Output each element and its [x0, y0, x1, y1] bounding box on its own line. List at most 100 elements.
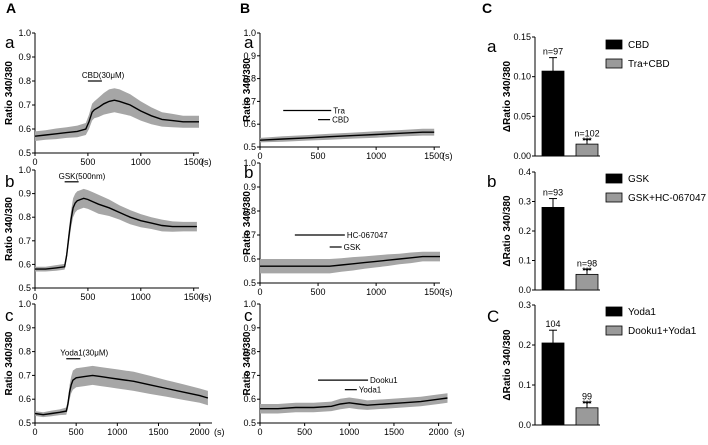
y-tick-label: 0.1	[518, 256, 531, 266]
y-tick-label: 0.7	[18, 100, 31, 110]
chart-cb: b ΔRatio 340/380 0.0 0.1 0.2 0.3 0.4 n=93 n=98**…	[487, 167, 707, 295]
y-tick-label: 0.6	[18, 394, 31, 404]
y-tick-label: 0.8	[18, 212, 31, 222]
x-tick-label: 1500	[184, 292, 204, 302]
legend-swatch	[605, 58, 623, 69]
mean-trace	[260, 255, 440, 267]
y-tick-label: 0.9	[243, 182, 256, 192]
mean-trace	[35, 197, 197, 270]
legend-label: GSK	[628, 174, 649, 185]
y-tick-label: 0.0	[518, 420, 531, 430]
y-tick-label: 0.10	[513, 72, 531, 82]
x-tick-label: 2000	[429, 427, 449, 437]
stimulus-label: CBD	[332, 116, 349, 125]
y-tick-label: 0.1	[518, 380, 531, 390]
legend-swatch	[605, 192, 623, 203]
x-tick-label: 0	[257, 287, 262, 297]
bar-1	[541, 342, 565, 426]
mean-trace	[34, 374, 209, 416]
y-tick-label: 0.5	[18, 418, 31, 428]
stimulus-label: Yoda1	[359, 386, 382, 395]
x-tick-label: 2000	[190, 427, 210, 437]
y-axis-label: Ratio 340/380	[4, 331, 15, 395]
stimulus-label: Yoda1(30μM)	[60, 349, 108, 358]
stimulus-label: HC-067047	[347, 231, 388, 240]
x-tick-label: 1000	[366, 287, 386, 297]
y-tick-label: 0.6	[243, 254, 256, 264]
chart-aa: a Ratio 340/380 0.5 0.6 0.7 0.8 0.9 1.0 0 500 1000…	[4, 28, 212, 167]
bar-2	[575, 143, 599, 157]
x-axis-unit: (s)	[442, 151, 453, 161]
chart-ba: a Ratio 340/380 0.5 0.6 0.7 0.8 0.9 1.0 0 500 1000…	[242, 28, 453, 161]
sd-band	[260, 251, 440, 274]
subpanel-label: a	[487, 37, 497, 56]
x-tick-label: 0	[32, 427, 37, 437]
y-tick-label: 0.7	[18, 236, 31, 246]
stimulus-label: GSK(500nm)	[59, 172, 106, 181]
y-tick-label: 1.0	[18, 28, 31, 38]
x-axis-unit: (s)	[201, 157, 212, 167]
x-tick-label: 0	[257, 151, 262, 161]
x-axis-unit: (s)	[214, 427, 225, 437]
y-tick-label: 0.2	[518, 226, 531, 236]
legend-swatch	[605, 325, 623, 336]
y-axis-label: Ratio 340/380	[242, 191, 253, 255]
stimulus-label: Tra	[333, 107, 345, 116]
n-label: 104	[545, 319, 560, 329]
y-tick-label: 0.8	[243, 74, 256, 84]
y-tick-label: 1.0	[18, 165, 31, 175]
y-tick-label: 0.8	[18, 76, 31, 86]
x-tick-label: 500	[80, 157, 95, 167]
x-tick-label: 1500	[424, 151, 444, 161]
x-tick-label: 0	[257, 427, 262, 437]
y-tick-label: 0.15	[513, 32, 531, 42]
sd-band	[35, 188, 197, 272]
y-tick-label: 0.00	[513, 151, 531, 161]
x-tick-label: 500	[69, 427, 84, 437]
y-tick-label: 0.05	[513, 111, 531, 121]
x-tick-label: 1500	[424, 287, 444, 297]
significance-label: ***	[582, 266, 592, 275]
x-tick-label: 1000	[107, 427, 127, 437]
y-axis-label: Ratio 340/380	[242, 331, 253, 395]
subpanel-label: b	[5, 172, 14, 191]
y-axis-label: Ratio 340/380	[4, 61, 15, 125]
legend-label: Dooku1+Yoda1	[628, 326, 697, 337]
n-label: n=98	[577, 258, 597, 268]
y-tick-label: 0.6	[18, 259, 31, 269]
x-axis-unit: (s)	[201, 292, 212, 302]
bar-1	[541, 70, 565, 157]
y-tick-label: 0.9	[243, 323, 256, 333]
sd-band	[35, 88, 199, 141]
legend-swatch	[605, 39, 623, 50]
y-tick-label: 0.7	[243, 370, 256, 380]
panel-label-b: B	[240, 0, 250, 16]
mean-trace	[259, 131, 435, 141]
y-tick-label: 0.2	[518, 340, 531, 350]
y-tick-label: 0.8	[243, 206, 256, 216]
x-tick-label: 500	[311, 151, 326, 161]
y-tick-label: 0.4	[518, 167, 531, 177]
x-tick-label: 500	[80, 292, 95, 302]
n-label: n=97	[543, 47, 563, 57]
y-tick-label: 0.5	[243, 142, 256, 152]
n-label: n=102	[574, 128, 599, 138]
stimulus-label: GSK	[344, 243, 362, 252]
stimulus-label: CBD(30μM)	[82, 71, 125, 80]
y-tick-label: 0.8	[18, 347, 31, 357]
subpanel-label: c	[5, 306, 14, 325]
x-tick-label: 500	[297, 427, 312, 437]
subpanel-label: c	[244, 306, 253, 325]
legend-swatch	[605, 306, 623, 317]
n-label: 99	[582, 392, 592, 402]
subpanel-label: C	[487, 307, 499, 326]
chart-ca: a ΔRatio 340/380 0.00 0.05 0.10 0.15 n=97 n=102…	[487, 32, 670, 161]
y-tick-label: 1.0	[243, 28, 256, 38]
x-tick-label: 500	[311, 287, 326, 297]
significance-label: ***	[582, 400, 592, 409]
chart-ac: c Ratio 340/380 0.5 0.6 0.7 0.8 0.9 1.0 0 500 1000…	[4, 299, 225, 437]
y-tick-label: 0.5	[243, 418, 256, 428]
y-tick-label: 1.0	[243, 299, 256, 309]
subpanel-label: b	[244, 163, 253, 182]
